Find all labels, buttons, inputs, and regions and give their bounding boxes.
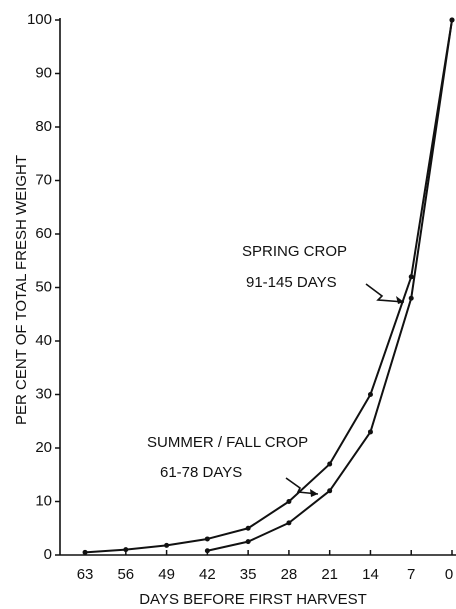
annotation: SUMMER / FALL CROP bbox=[147, 434, 308, 451]
y-tick-label: 30 bbox=[35, 385, 52, 402]
y-tick-label: 80 bbox=[35, 118, 52, 135]
x-tick-label: 42 bbox=[199, 566, 216, 583]
data-point bbox=[286, 520, 292, 526]
x-tick-label: 14 bbox=[362, 566, 379, 583]
y-tick-label: 70 bbox=[35, 171, 52, 188]
data-point bbox=[286, 499, 292, 504]
y-tick-label: 50 bbox=[35, 278, 52, 295]
data-point bbox=[245, 539, 251, 545]
y-tick-label: 20 bbox=[35, 439, 52, 456]
x-tick-label: 28 bbox=[281, 566, 298, 583]
annotation: 61-78 DAYS bbox=[160, 464, 242, 481]
x-tick-label: 56 bbox=[117, 566, 134, 583]
data-point bbox=[367, 429, 373, 435]
data-point bbox=[82, 549, 88, 555]
y-tick-label: 10 bbox=[35, 492, 52, 509]
x-tick-label: 7 bbox=[407, 566, 415, 583]
x-tick-label: 63 bbox=[77, 566, 94, 583]
x-tick-label: 21 bbox=[321, 566, 338, 583]
x-tick-label: 0 bbox=[445, 566, 453, 583]
x-tick-label: 35 bbox=[240, 566, 257, 583]
arrow-head bbox=[310, 489, 318, 497]
y-axis-title: PER CENT OF TOTAL FRESH WEIGHT bbox=[13, 155, 30, 425]
data-point bbox=[204, 548, 210, 554]
y-tick-label: 0 bbox=[44, 546, 52, 563]
data-point bbox=[164, 542, 170, 548]
data-point bbox=[408, 274, 414, 280]
data-point bbox=[367, 392, 373, 397]
annotation: 91-145 DAYS bbox=[246, 274, 337, 291]
series-line bbox=[84, 19, 453, 554]
data-point bbox=[327, 461, 333, 467]
y-tick-label: 60 bbox=[35, 225, 52, 242]
data-point bbox=[327, 488, 333, 494]
data-point bbox=[408, 295, 414, 301]
y-tick-label: 40 bbox=[35, 332, 52, 349]
annotation: SPRING CROP bbox=[242, 243, 347, 260]
data-point bbox=[449, 17, 455, 23]
x-axis-title: DAYS BEFORE FIRST HARVEST bbox=[139, 591, 367, 608]
data-point bbox=[245, 525, 251, 531]
arrow bbox=[365, 283, 405, 303]
y-tick-label: 100 bbox=[27, 11, 52, 28]
y-tick-label: 90 bbox=[35, 64, 52, 81]
x-tick-label: 49 bbox=[158, 566, 175, 583]
data-point bbox=[123, 547, 129, 553]
data-point bbox=[204, 536, 210, 542]
arrow bbox=[285, 477, 319, 495]
